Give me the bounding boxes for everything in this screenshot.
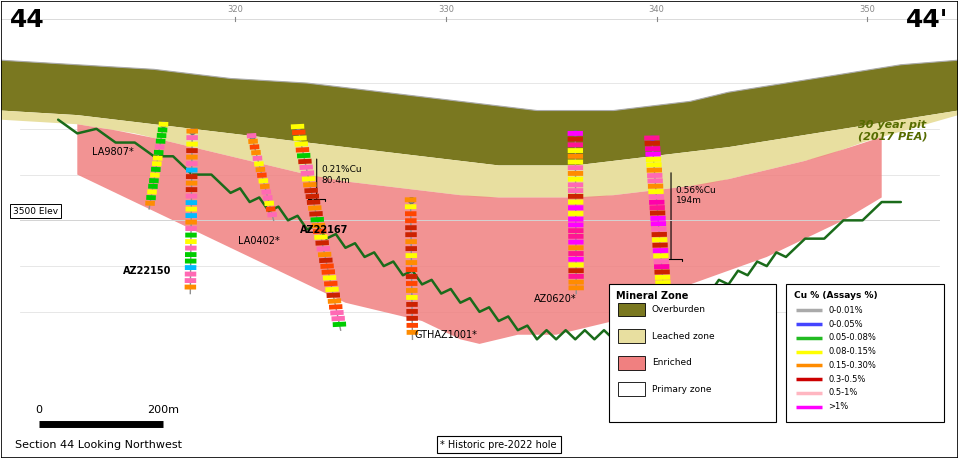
Text: 44': 44' bbox=[906, 7, 948, 32]
Text: 0.08-0.15%: 0.08-0.15% bbox=[828, 347, 876, 356]
Text: 340: 340 bbox=[648, 6, 665, 14]
Text: Cu % (Assays %): Cu % (Assays %) bbox=[794, 291, 877, 300]
Text: 0-0.05%: 0-0.05% bbox=[828, 320, 863, 329]
Text: 0.56%Cu
194m: 0.56%Cu 194m bbox=[676, 186, 716, 206]
Polygon shape bbox=[78, 124, 881, 344]
Text: 350: 350 bbox=[859, 6, 876, 14]
Bar bbox=[609, 285, 777, 422]
Text: AZ22150: AZ22150 bbox=[124, 266, 172, 276]
Text: Mineral Zone: Mineral Zone bbox=[617, 291, 689, 301]
Text: 320: 320 bbox=[227, 6, 244, 14]
Polygon shape bbox=[1, 60, 958, 165]
Text: 200m: 200m bbox=[148, 405, 179, 415]
Text: >1%: >1% bbox=[828, 402, 849, 411]
Text: 0.21%Cu
80.4m: 0.21%Cu 80.4m bbox=[321, 165, 363, 185]
Text: 3500 Elev: 3500 Elev bbox=[13, 207, 58, 216]
Text: 0.5-1%: 0.5-1% bbox=[828, 388, 857, 397]
Text: Primary zone: Primary zone bbox=[652, 385, 712, 394]
Bar bbox=[619, 382, 645, 396]
Text: Overburden: Overburden bbox=[652, 305, 706, 314]
Text: Section 44 Looking Northwest: Section 44 Looking Northwest bbox=[15, 440, 182, 449]
Text: AZ0620*: AZ0620* bbox=[534, 294, 576, 303]
Text: 0-0.01%: 0-0.01% bbox=[828, 306, 863, 315]
Text: 0: 0 bbox=[35, 405, 42, 415]
Text: AZ22163: AZ22163 bbox=[643, 328, 690, 338]
Text: * Historic pre-2022 hole: * Historic pre-2022 hole bbox=[440, 440, 557, 449]
Bar bbox=[619, 356, 645, 369]
Bar bbox=[619, 329, 645, 343]
Text: AZ22167: AZ22167 bbox=[299, 225, 348, 235]
Text: 0.05-0.08%: 0.05-0.08% bbox=[828, 333, 876, 342]
Text: LA9807*: LA9807* bbox=[92, 147, 133, 157]
Text: 330: 330 bbox=[438, 6, 454, 14]
Text: 0.15-0.30%: 0.15-0.30% bbox=[828, 361, 876, 370]
Text: 0.3-0.5%: 0.3-0.5% bbox=[828, 375, 865, 384]
Text: 44: 44 bbox=[11, 7, 45, 32]
Text: GTHAZ1001*: GTHAZ1001* bbox=[414, 330, 478, 340]
Bar bbox=[786, 285, 944, 422]
Text: 30 year pit
(2017 PEA): 30 year pit (2017 PEA) bbox=[857, 120, 927, 141]
Polygon shape bbox=[1, 111, 958, 197]
Text: LA0402*: LA0402* bbox=[238, 236, 280, 246]
Bar bbox=[619, 303, 645, 316]
Text: Leached zone: Leached zone bbox=[652, 331, 714, 341]
Text: Enriched: Enriched bbox=[652, 358, 691, 367]
